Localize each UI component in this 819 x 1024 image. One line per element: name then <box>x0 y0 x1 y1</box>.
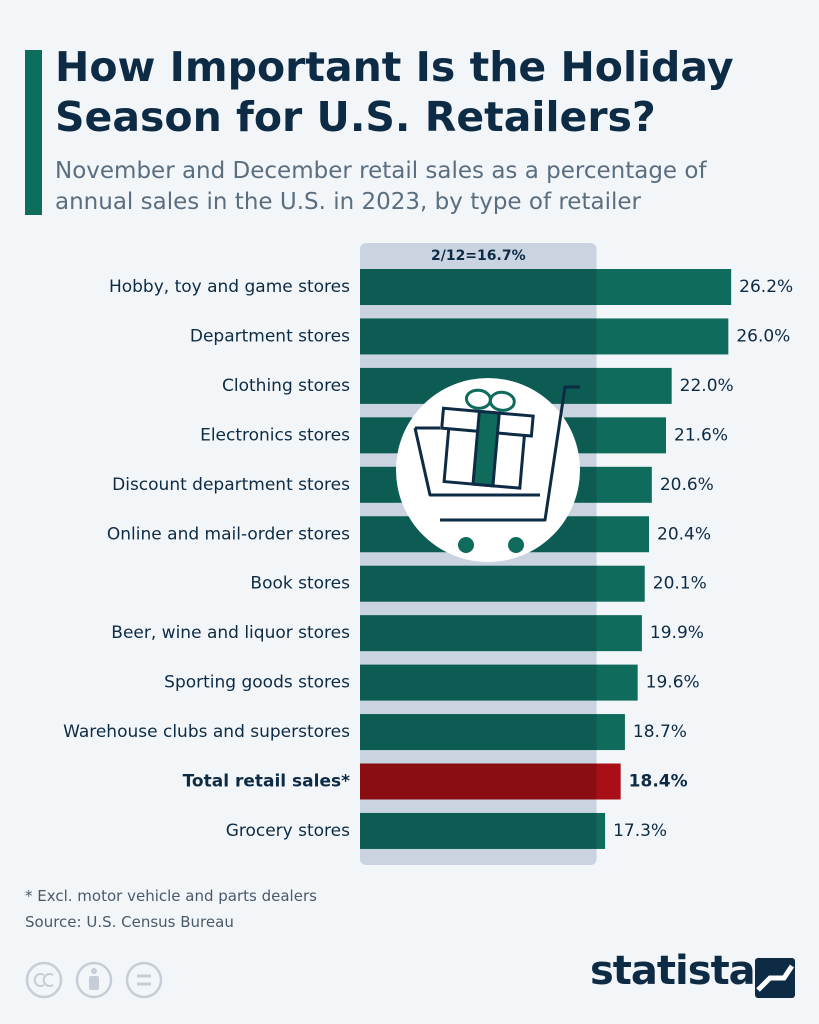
value-label: 26.0% <box>736 326 790 346</box>
source: Source: U.S. Census Bureau <box>25 913 234 931</box>
reference-label: 2/12=16.7% <box>431 248 526 264</box>
value-label: 17.3% <box>613 821 667 841</box>
category-label: Clothing stores <box>222 376 350 396</box>
value-label: 18.7% <box>633 722 687 742</box>
category-label: Beer, wine and liquor stores <box>111 623 350 643</box>
value-label: 21.6% <box>674 425 728 445</box>
license-icons <box>25 961 163 999</box>
chart-title: How Important Is the Holiday Season for … <box>55 43 734 141</box>
value-label: 20.4% <box>657 524 711 544</box>
value-label: 22.0% <box>680 376 734 396</box>
value-label: 19.6% <box>646 673 700 693</box>
category-label: Discount department stores <box>112 475 350 495</box>
category-label: Online and mail-order stores <box>107 524 350 544</box>
category-label: Book stores <box>250 574 350 594</box>
bars-layer: Hobby, toy and game stores 26.2% Departmen… <box>63 243 793 865</box>
category-label: Sporting goods stores <box>164 673 350 693</box>
category-label: Electronics stores <box>200 425 350 445</box>
accent-bar <box>25 50 42 215</box>
cart-icon <box>396 378 580 562</box>
value-label: 26.2% <box>739 277 793 297</box>
category-label: Total retail sales* <box>183 772 351 792</box>
category-label: Hobby, toy and game stores <box>109 277 350 297</box>
category-label: Warehouse clubs and superstores <box>63 722 350 742</box>
brand: statista <box>590 948 756 994</box>
value-label: 19.9% <box>650 623 704 643</box>
value-label: 18.4% <box>629 772 688 792</box>
value-label: 20.6% <box>660 475 714 495</box>
category-label: Grocery stores <box>226 821 350 841</box>
chart-subtitle: November and December retail sales as a … <box>55 158 707 215</box>
category-label: Department stores <box>190 326 350 346</box>
footnote: * Excl. motor vehicle and parts dealers <box>25 887 317 905</box>
brand-logo <box>755 958 795 998</box>
value-label: 20.1% <box>653 574 707 594</box>
